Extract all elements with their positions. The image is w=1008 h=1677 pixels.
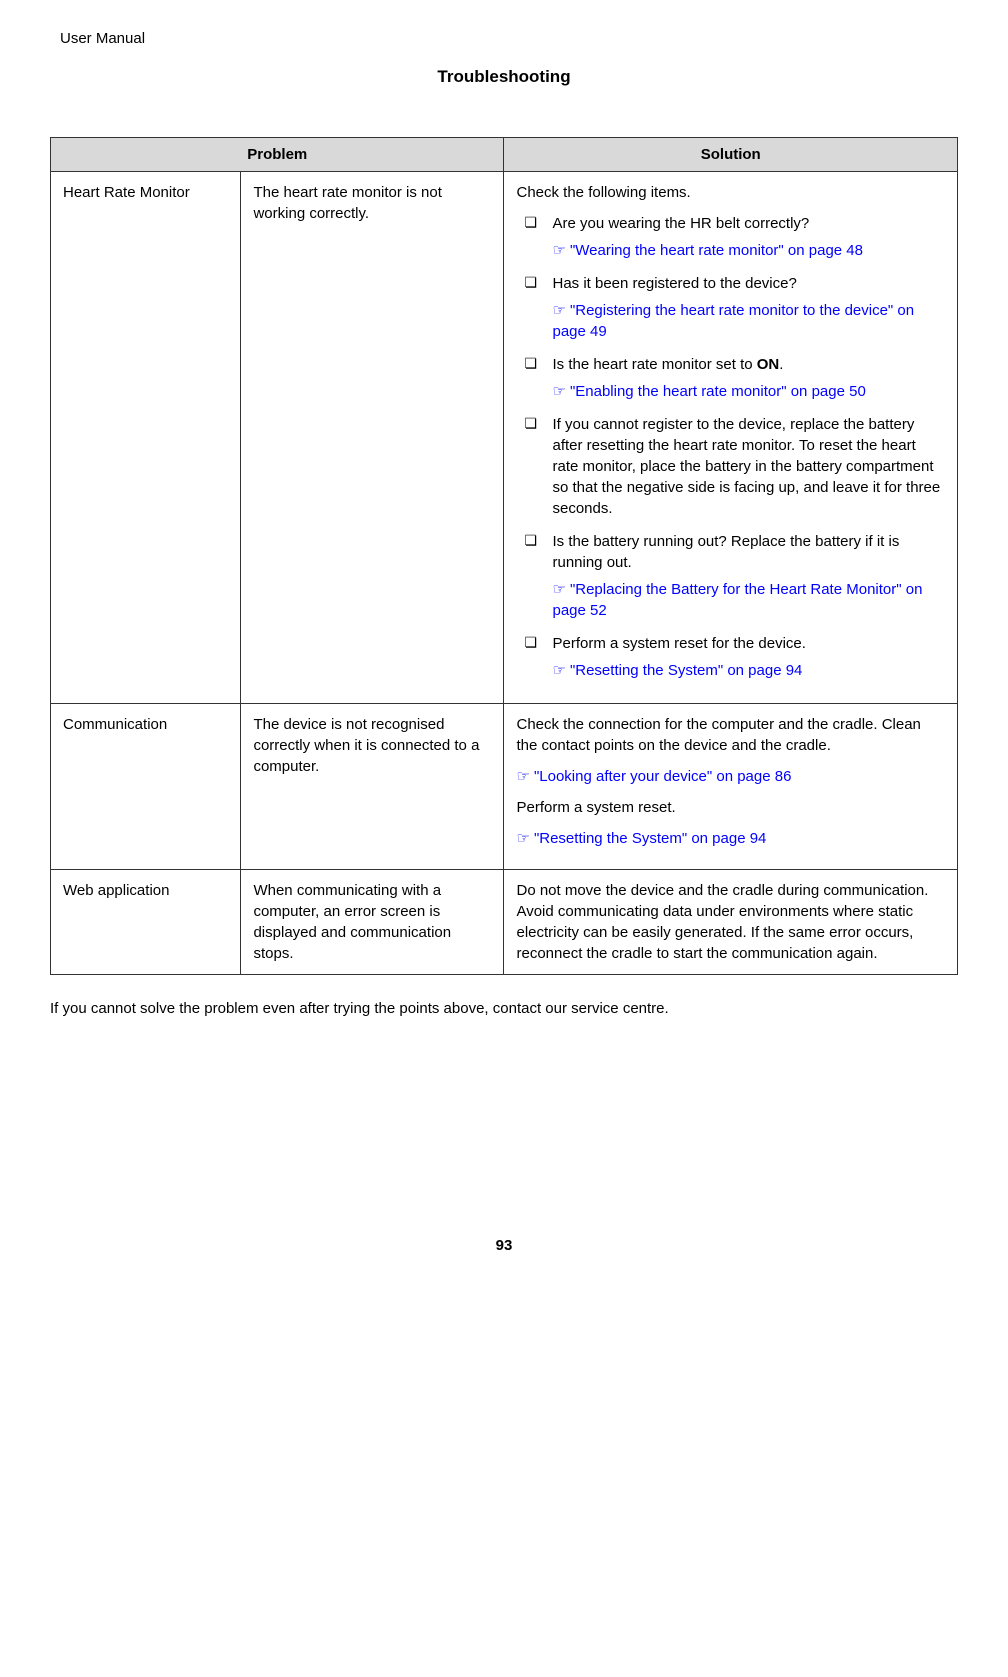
link-ref[interactable]: ☞"Resetting the System" on page 94 [552,660,945,681]
solution-text: Check the connection for the computer an… [516,714,945,756]
hand-icon: ☞ [516,828,529,849]
link-ref[interactable]: ☞"Registering the heart rate monitor to … [552,300,945,342]
category-cell: Web application [51,870,241,975]
problem-cell: The heart rate monitor is not working co… [241,172,504,704]
link-ref[interactable]: ☞"Wearing the heart rate monitor" on pag… [552,240,945,261]
link-ref[interactable]: ☞"Resetting the System" on page 94 [516,828,945,849]
solution-cell: Do not move the device and the cradle du… [504,870,958,975]
hand-icon: ☞ [552,579,565,600]
page-number: 93 [50,1237,958,1254]
list-item: Is the heart rate monitor set to ON. ☞"E… [524,354,945,402]
item-text: Perform a system reset for the device. [552,635,805,652]
check-list: Are you wearing the HR belt correctly? ☞… [516,213,945,681]
link-ref[interactable]: ☞"Enabling the heart rate monitor" on pa… [552,381,945,402]
item-text: Is the battery running out? Replace the … [552,533,899,571]
category-cell: Communication [51,704,241,870]
solution-cell: Check the connection for the computer an… [504,704,958,870]
manual-header: User Manual [50,30,958,47]
item-text: Are you wearing the HR belt correctly? [552,215,809,232]
solution-intro: Check the following items. [516,182,945,203]
hand-icon: ☞ [516,766,529,787]
list-item: Has it been registered to the device? ☞"… [524,273,945,342]
problem-cell: When communicating with a computer, an e… [241,870,504,975]
table-row: Heart Rate Monitor The heart rate monito… [51,172,958,704]
link-ref[interactable]: ☞"Looking after your device" on page 86 [516,766,945,787]
item-text: If you cannot register to the device, re… [552,416,940,517]
list-item: Are you wearing the HR belt correctly? ☞… [524,213,945,261]
list-item: If you cannot register to the device, re… [524,414,945,519]
table-header-problem: Problem [51,138,504,172]
solution-cell: Check the following items. Are you weari… [504,172,958,704]
hand-icon: ☞ [552,240,565,261]
item-text: Is the heart rate monitor set to ON. [552,356,783,373]
solution-text: Perform a system reset. [516,797,945,818]
list-item: Perform a system reset for the device. ☞… [524,633,945,681]
hand-icon: ☞ [552,660,565,681]
table-row: Web application When communicating with … [51,870,958,975]
troubleshooting-table: Problem Solution Heart Rate Monitor The … [50,137,958,975]
table-row: Communication The device is not recognis… [51,704,958,870]
hand-icon: ☞ [552,300,565,321]
problem-cell: The device is not recognised correctly w… [241,704,504,870]
category-cell: Heart Rate Monitor [51,172,241,704]
link-ref[interactable]: ☞"Replacing the Battery for the Heart Ra… [552,579,945,621]
hand-icon: ☞ [552,381,565,402]
section-title: Troubleshooting [50,67,958,87]
list-item: Is the battery running out? Replace the … [524,531,945,621]
footer-note: If you cannot solve the problem even aft… [50,1000,958,1017]
table-header-solution: Solution [504,138,958,172]
item-text: Has it been registered to the device? [552,275,796,292]
